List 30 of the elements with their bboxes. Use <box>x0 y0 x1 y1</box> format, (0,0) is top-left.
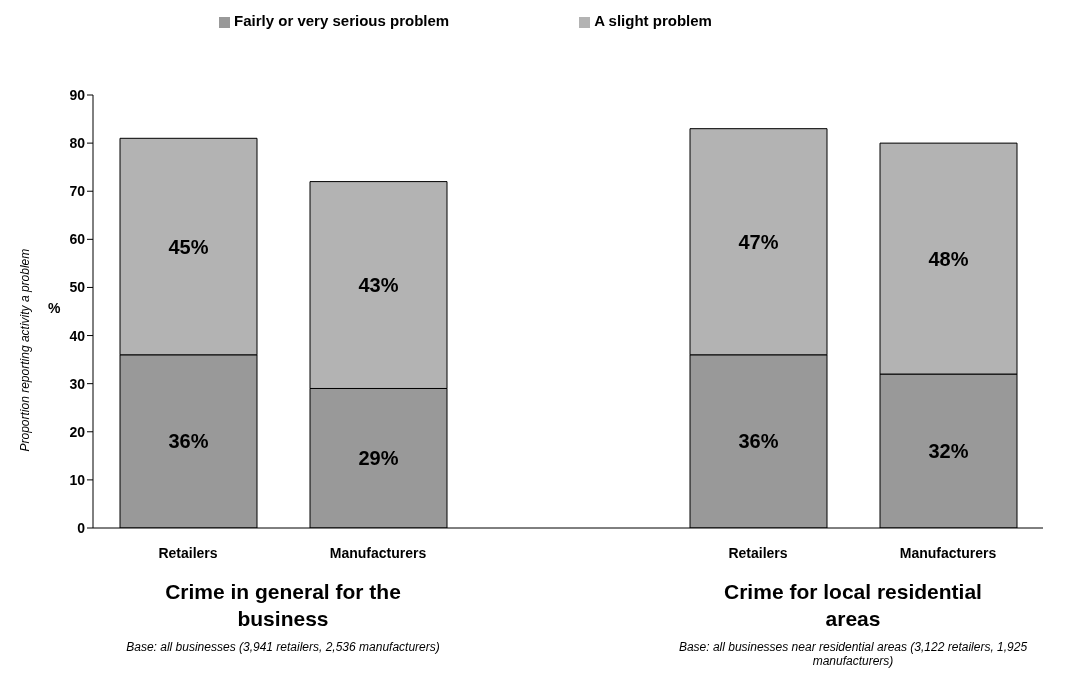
text: % <box>48 300 61 316</box>
text: Base: all businesses near residential areas (3,122 retailers, 1,925 manufacturers) <box>677 640 1029 668</box>
y-tick-label: 30 <box>69 375 86 392</box>
data-label: 48% <box>928 247 969 270</box>
x-tick-label: Manufacturers <box>329 544 427 561</box>
y-tick-label: 80 <box>69 135 86 152</box>
x-tick-label: Retailers <box>158 544 218 561</box>
data-label: 32% <box>928 440 969 463</box>
data-label: 45% <box>168 235 209 258</box>
y-tick-label: 90 <box>69 86 86 103</box>
y-tick-label: 70 <box>69 183 86 200</box>
y-tick-label: 20 <box>69 423 86 440</box>
y-tick-label: 0 <box>77 519 86 536</box>
data-label: 36% <box>738 430 779 453</box>
text: Crime in general for the business <box>164 579 402 632</box>
text: Base: all businesses (3,941 retailers, 2,536 manufacturers) <box>125 640 441 654</box>
y-tick-label: 60 <box>69 231 86 248</box>
data-label: 43% <box>358 274 399 297</box>
data-label: 36% <box>168 430 209 453</box>
x-tick-label: Manufacturers <box>899 544 997 561</box>
legend-label: A slight problem <box>594 12 712 29</box>
y-tick-label: 10 <box>69 471 86 488</box>
x-tick-label: Retailers <box>728 544 788 561</box>
y-tick-label: 40 <box>69 327 86 344</box>
text: Crime for local residential areas <box>723 579 983 632</box>
y-axis-title: Proportion reporting activity a problem <box>18 248 33 452</box>
y-tick-label: 50 <box>69 279 86 296</box>
legend-label: Fairly or very serious problem <box>234 12 450 29</box>
data-label: 47% <box>738 230 779 253</box>
data-label: 29% <box>358 447 399 470</box>
